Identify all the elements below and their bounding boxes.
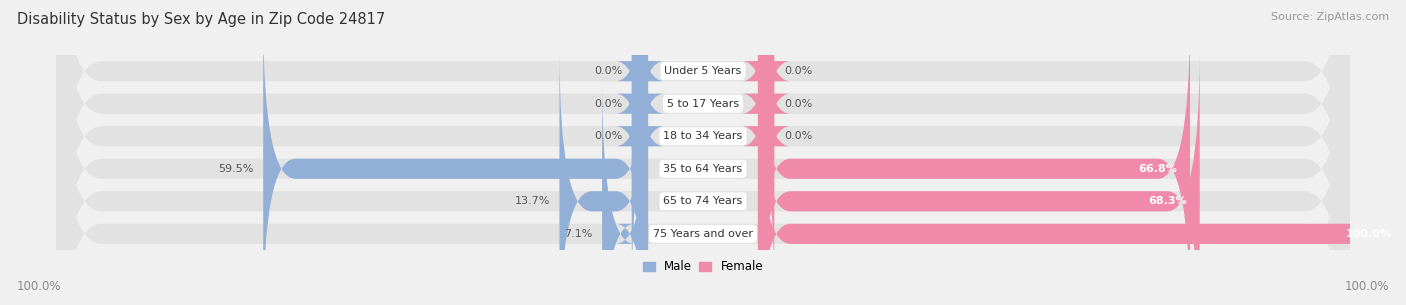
FancyBboxPatch shape xyxy=(56,0,1350,305)
Text: Source: ZipAtlas.com: Source: ZipAtlas.com xyxy=(1271,12,1389,22)
Text: 100.0%: 100.0% xyxy=(1344,280,1389,293)
FancyBboxPatch shape xyxy=(758,16,1189,305)
Legend: Male, Female: Male, Female xyxy=(643,260,763,274)
Text: 0.0%: 0.0% xyxy=(785,66,813,76)
FancyBboxPatch shape xyxy=(560,49,648,305)
Text: 100.0%: 100.0% xyxy=(1346,229,1392,239)
Text: 0.0%: 0.0% xyxy=(785,99,813,109)
FancyBboxPatch shape xyxy=(263,16,648,305)
Text: 7.1%: 7.1% xyxy=(564,229,592,239)
FancyBboxPatch shape xyxy=(758,81,1405,305)
FancyBboxPatch shape xyxy=(742,0,790,256)
FancyBboxPatch shape xyxy=(616,0,664,289)
FancyBboxPatch shape xyxy=(758,49,1199,305)
Text: 75 Years and over: 75 Years and over xyxy=(652,229,754,239)
Text: 0.0%: 0.0% xyxy=(785,131,813,141)
FancyBboxPatch shape xyxy=(56,0,1350,305)
FancyBboxPatch shape xyxy=(56,0,1350,305)
FancyBboxPatch shape xyxy=(56,16,1350,305)
Text: 18 to 34 Years: 18 to 34 Years xyxy=(664,131,742,141)
FancyBboxPatch shape xyxy=(616,0,664,224)
Text: Under 5 Years: Under 5 Years xyxy=(665,66,741,76)
Text: 0.0%: 0.0% xyxy=(593,131,621,141)
Text: 0.0%: 0.0% xyxy=(593,99,621,109)
FancyBboxPatch shape xyxy=(616,0,664,256)
Text: 35 to 64 Years: 35 to 64 Years xyxy=(664,164,742,174)
Text: 5 to 17 Years: 5 to 17 Years xyxy=(666,99,740,109)
FancyBboxPatch shape xyxy=(742,0,790,289)
Text: 0.0%: 0.0% xyxy=(593,66,621,76)
FancyBboxPatch shape xyxy=(602,81,648,305)
FancyBboxPatch shape xyxy=(56,0,1350,305)
FancyBboxPatch shape xyxy=(56,0,1350,289)
Text: Disability Status by Sex by Age in Zip Code 24817: Disability Status by Sex by Age in Zip C… xyxy=(17,12,385,27)
Text: 65 to 74 Years: 65 to 74 Years xyxy=(664,196,742,206)
Text: 13.7%: 13.7% xyxy=(515,196,550,206)
FancyBboxPatch shape xyxy=(742,0,790,224)
Text: 68.3%: 68.3% xyxy=(1149,196,1187,206)
Text: 100.0%: 100.0% xyxy=(17,280,62,293)
Text: 59.5%: 59.5% xyxy=(218,164,253,174)
Text: 66.8%: 66.8% xyxy=(1139,164,1177,174)
